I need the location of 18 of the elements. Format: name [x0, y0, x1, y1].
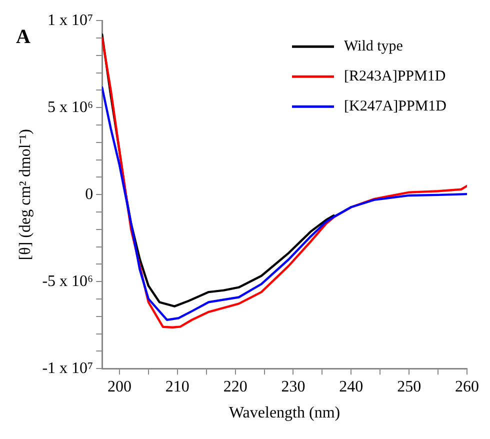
chart-title: A: [16, 26, 31, 48]
legend-label: [K247A]PPM1D: [344, 98, 447, 115]
x-tick-label: 260: [455, 378, 479, 396]
y-axis-title: [θ] (deg cm² dmol⁻¹): [16, 129, 34, 260]
y-tick-label: -5 x 10⁶: [42, 272, 94, 290]
x-tick-label: 210: [165, 378, 190, 396]
x-tick-label: 200: [107, 378, 132, 396]
legend-label: [R243A]PPM1D: [344, 68, 446, 85]
y-tick-label: 0: [85, 186, 94, 203]
y-tick-label: 5 x 10⁶: [48, 98, 94, 116]
x-axis-title: Wavelength (nm): [228, 404, 340, 422]
x-tick-label: 250: [397, 378, 422, 396]
x-tick-label: 240: [339, 378, 364, 396]
y-tick-label: 1 x 10⁷: [48, 12, 94, 29]
x-tick-label: 230: [281, 378, 306, 396]
y-tick-label: -1 x 10⁷: [42, 360, 94, 377]
x-tick-label: 220: [223, 378, 248, 396]
legend-label: Wild type: [344, 38, 404, 55]
